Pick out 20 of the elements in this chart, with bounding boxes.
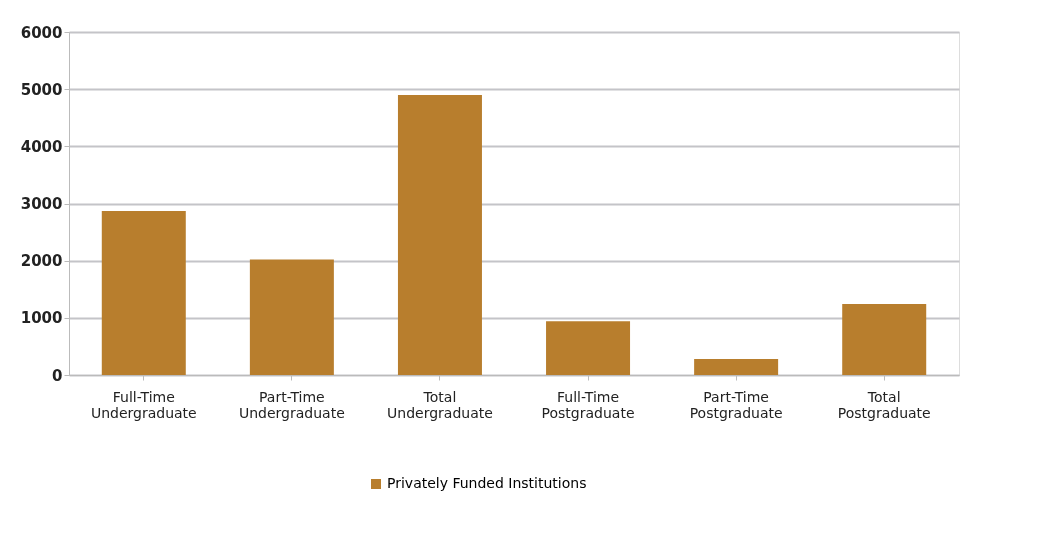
y-tick-label: 3000 bbox=[20, 195, 63, 213]
x-tick-label: Full-Time Undergraduate bbox=[90, 388, 197, 421]
y-tick-label: 4000 bbox=[20, 137, 63, 156]
x-tick-label: Part-Time Postgraduate bbox=[689, 388, 783, 421]
bar bbox=[101, 210, 186, 375]
x-tick-label: Total Postgraduate bbox=[837, 388, 931, 421]
x-tick-label: Part-Time Undergraduate bbox=[238, 388, 345, 421]
x-tick-label: Total Undergraduate bbox=[387, 388, 493, 421]
y-tick-label: 6000 bbox=[20, 23, 63, 42]
y-tick-label: 5000 bbox=[20, 80, 63, 99]
legend-label: Privately Funded Institutions bbox=[387, 475, 587, 491]
x-tick-label: Full-Time Postgraduate bbox=[541, 388, 635, 421]
y-tick-label: 1000 bbox=[20, 309, 63, 328]
bar bbox=[546, 321, 631, 375]
bar bbox=[842, 304, 927, 375]
bar bbox=[694, 358, 779, 375]
y-tick-label: 2000 bbox=[20, 252, 63, 271]
bar bbox=[249, 259, 334, 375]
y-tick-label: 0 bbox=[52, 366, 63, 385]
bar bbox=[397, 94, 482, 375]
